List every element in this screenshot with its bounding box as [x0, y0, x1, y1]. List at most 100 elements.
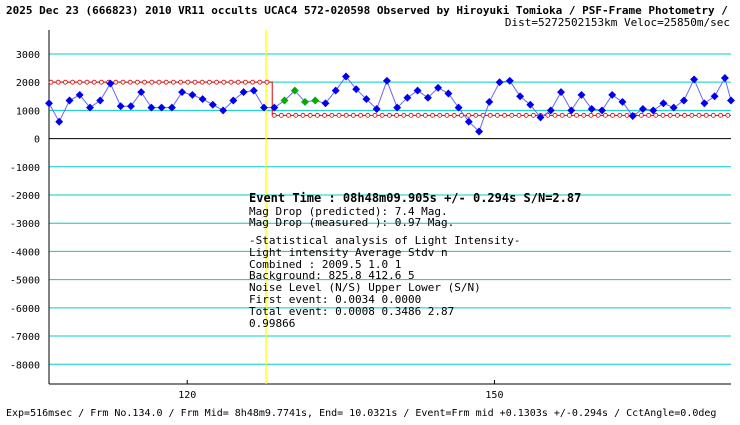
prediction-marker	[322, 112, 328, 118]
annotation-block: Event Time : 08h48m09.905s +/- 0.294s S/…	[249, 191, 581, 330]
prediction-marker	[293, 112, 299, 118]
prediction-marker	[55, 79, 61, 85]
data-point	[45, 99, 53, 108]
extra-value-text: 0.99866	[249, 317, 295, 330]
prediction-marker	[214, 79, 220, 85]
prediction-marker	[595, 112, 601, 118]
data-point	[495, 78, 504, 87]
noise-header-text: Noise Level (N/S) Upper Lower (S/N)	[249, 281, 481, 294]
data-point	[362, 95, 371, 104]
data-point	[290, 86, 299, 95]
prediction-marker	[307, 112, 313, 118]
data-point	[372, 105, 381, 113]
data-point	[260, 103, 268, 112]
prediction-marker	[286, 112, 292, 118]
stat-title-text: -Statistical analysis of Light Intensity…	[249, 234, 521, 247]
y-tick-label: -7000	[10, 332, 40, 343]
y-tick-label: -1000	[10, 163, 40, 174]
data-point	[208, 100, 217, 109]
prediction-marker	[178, 79, 184, 85]
stat-combined-text: Combined : 2009.5 1.0 1	[249, 258, 401, 271]
event-time-text: Event Time : 08h48m09.905s +/- 0.294s S/…	[249, 191, 581, 205]
prediction-marker	[264, 79, 270, 85]
prediction-marker	[386, 112, 392, 118]
prediction-marker	[379, 112, 385, 118]
data-point	[403, 93, 412, 102]
total-event-text: Total event: 0.0008 0.3486 2.87	[249, 305, 454, 318]
data-point	[86, 103, 94, 112]
prediction-marker	[257, 79, 263, 85]
data-point	[464, 117, 473, 126]
prediction-marker	[221, 79, 227, 85]
data-point	[557, 88, 565, 97]
prediction-marker	[343, 112, 349, 118]
prediction-marker	[120, 79, 126, 85]
prediction-marker	[84, 79, 90, 85]
stat-background-text: Background: 825.8 412.6 5	[249, 269, 415, 282]
prediction-marker	[250, 79, 256, 85]
y-tick-label: -6000	[10, 304, 40, 315]
prediction-marker	[408, 112, 414, 118]
prediction-marker	[502, 112, 508, 118]
prediction-marker	[134, 79, 140, 85]
data-point	[434, 83, 443, 92]
prediction-marker	[523, 112, 529, 118]
prediction-marker	[494, 112, 500, 118]
y-tick-label: -4000	[10, 247, 40, 258]
prediction-marker	[163, 79, 169, 85]
y-tick-label: -2000	[10, 191, 40, 202]
data-point	[423, 93, 432, 102]
prediction-marker	[567, 112, 572, 118]
prediction-marker	[675, 112, 680, 118]
data-point	[700, 99, 709, 108]
y-tick-label: -8000	[10, 360, 40, 371]
prediction-marker	[235, 79, 241, 85]
prediction-marker	[192, 79, 198, 85]
prediction-marker	[99, 79, 104, 85]
prediction-marker	[149, 79, 155, 85]
data-point	[505, 76, 514, 85]
prediction-marker	[725, 112, 731, 118]
x-tick-label: 120	[178, 390, 196, 401]
y-tick-label: -5000	[10, 276, 40, 287]
data-point	[659, 99, 668, 108]
prediction-marker	[458, 112, 464, 118]
data-point	[75, 90, 84, 99]
prediction-marker	[689, 112, 695, 118]
data-point	[444, 89, 453, 98]
data-point	[710, 92, 719, 101]
prediction-marker	[682, 112, 687, 118]
axis-layer	[48, 30, 731, 385]
prediction-marker	[228, 79, 234, 85]
prediction-marker	[473, 112, 479, 118]
prediction-marker	[185, 79, 191, 85]
prediction-marker	[703, 112, 709, 118]
prediction-marker	[603, 112, 608, 118]
prediction-marker	[696, 112, 702, 118]
data-point	[178, 88, 187, 97]
prediction-marker	[401, 112, 407, 118]
prediction-marker	[466, 112, 472, 118]
prediction-marker	[394, 112, 400, 118]
data-point	[577, 90, 586, 99]
chart-title-rest: / PSF-Frame Photometry /	[562, 4, 728, 17]
data-point	[106, 79, 115, 88]
data-point	[198, 95, 207, 104]
y-tick-label: 1000	[16, 106, 40, 117]
prediction-marker	[718, 112, 723, 118]
prediction-marker	[545, 112, 551, 118]
prediction-marker	[127, 79, 133, 85]
prediction-marker	[624, 112, 630, 118]
x-tick-label: 150	[485, 390, 503, 401]
prediction-marker	[415, 112, 421, 118]
data-point	[301, 97, 309, 106]
data-point	[475, 127, 484, 136]
tick-label-layer: 3000 2000 1000 0 -1000 -2000 -3000 -4000 -5000 -6…	[10, 50, 504, 401]
data-point	[311, 96, 320, 105]
chart-title: 2025 Dec 23 (666823) 2010 VR11 occults U…	[6, 4, 728, 17]
data-point	[331, 86, 340, 95]
prediction-marker	[300, 112, 306, 118]
prediction-layer	[48, 79, 731, 118]
prediction-marker	[77, 79, 83, 85]
prediction-marker	[329, 112, 335, 118]
